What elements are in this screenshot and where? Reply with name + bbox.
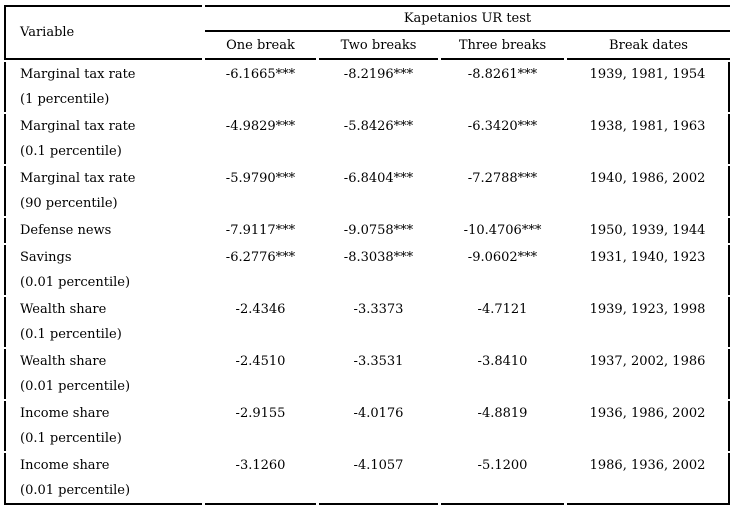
three-breaks-value: -8.8261***	[467, 67, 538, 82]
three-breaks-value: -10.4706***	[463, 223, 542, 238]
break-dates-value: 1931, 1940, 1923	[567, 245, 730, 295]
variable-note: (0.01 percentile)	[20, 379, 131, 394]
one-break-value: -5.9790***	[225, 171, 296, 186]
table-row: Marginal tax rate (0.1 percentile) -4.98…	[4, 114, 730, 164]
variable-note: (90 percentile)	[20, 196, 118, 211]
table-row: Defense news -7.9117*** -9.0758*** -10.4…	[4, 218, 730, 243]
table-row: Marginal tax rate (90 percentile) -5.979…	[4, 166, 730, 216]
three-breaks-value: -4.8819	[477, 406, 528, 421]
three-breaks-value: -3.8410	[477, 354, 528, 369]
one-break-value: -2.4510	[235, 354, 286, 369]
one-break-value: -7.9117***	[225, 223, 296, 238]
variable-name: Wealth share	[20, 354, 107, 369]
variable-cell: Wealth share (0.1 percentile)	[4, 297, 202, 347]
one-break-value: -4.9829***	[225, 119, 296, 134]
variable-name: Savings	[20, 250, 72, 265]
variable-cell: Income share (0.01 percentile)	[4, 453, 202, 505]
variable-name: Wealth share	[20, 302, 107, 317]
variable-cell: Marginal tax rate (1 percentile)	[4, 62, 202, 112]
column-header-two-breaks: Two breaks	[319, 34, 438, 60]
table-row: Income share (0.1 percentile) -2.9155 -4…	[4, 401, 730, 451]
three-breaks-value: -7.2788***	[467, 171, 538, 186]
column-header-break-dates: Break dates	[567, 34, 730, 60]
variable-cell: Wealth share (0.01 percentile)	[4, 349, 202, 399]
table-row: Wealth share (0.01 percentile) -2.4510 -…	[4, 349, 730, 399]
header-row-columns: One break Two breaks Three breaks Break …	[4, 34, 730, 60]
break-dates-value: 1940, 1986, 2002	[567, 166, 730, 216]
variable-note: (0.1 percentile)	[20, 431, 122, 446]
two-breaks-value: -4.1057	[319, 453, 438, 505]
variable-note: (0.01 percentile)	[20, 275, 131, 290]
three-breaks-value: -4.7121	[477, 302, 528, 317]
break-dates-value: 1937, 2002, 1986	[567, 349, 730, 399]
one-break-value: -2.4346	[235, 302, 286, 317]
break-dates-value: 1939, 1981, 1954	[567, 62, 730, 112]
one-break-value: -3.1260	[205, 453, 316, 505]
break-dates-value: 1939, 1923, 1998	[567, 297, 730, 347]
break-dates-value: 1938, 1981, 1963	[567, 114, 730, 164]
table-row: Income share (0.01 percentile) -3.1260 -…	[4, 453, 730, 505]
two-breaks-value: -9.0758***	[343, 223, 414, 238]
two-breaks-value: -6.8404***	[343, 171, 414, 186]
variable-note: (0.1 percentile)	[20, 327, 122, 342]
column-header-variable: Variable	[4, 5, 202, 60]
table-row: Savings (0.01 percentile) -6.2776*** -8.…	[4, 245, 730, 295]
column-header-one-break: One break	[205, 34, 316, 60]
header-row-group: Variable Kapetanios UR test	[4, 5, 730, 60]
variable-cell: Marginal tax rate (0.1 percentile)	[4, 114, 202, 164]
variable-cell: Savings (0.01 percentile)	[4, 245, 202, 295]
break-dates-value: 1986, 1936, 2002	[567, 453, 730, 505]
two-breaks-value: -8.3038***	[343, 250, 414, 265]
break-dates-value: 1936, 1986, 2002	[567, 401, 730, 451]
two-breaks-value: -5.8426***	[343, 119, 414, 134]
kapetanios-ur-test-table: Variable Kapetanios UR test One break Tw…	[1, 3, 732, 507]
two-breaks-value: -3.3531	[353, 354, 404, 369]
three-breaks-value: -9.0602***	[467, 250, 538, 265]
three-breaks-value: -6.3420***	[467, 119, 538, 134]
page: Variable Kapetanios UR test One break Tw…	[4, 5, 730, 505]
table-row: Wealth share (0.1 percentile) -2.4346 -3…	[4, 297, 730, 347]
variable-name: Marginal tax rate	[20, 67, 136, 82]
variable-name: Marginal tax rate	[20, 171, 136, 186]
break-dates-value: 1950, 1939, 1944	[567, 218, 730, 243]
variable-cell: Income share (0.1 percentile)	[4, 401, 202, 451]
table-row: Marginal tax rate (1 percentile) -6.1665…	[4, 62, 730, 112]
one-break-value: -6.1665***	[225, 67, 296, 82]
variable-name: Income share	[20, 458, 110, 473]
one-break-value: -2.9155	[235, 406, 286, 421]
variable-cell: Defense news	[4, 218, 202, 243]
variable-cell: Marginal tax rate (90 percentile)	[4, 166, 202, 216]
variable-note: (0.1 percentile)	[20, 144, 122, 159]
variable-name: Defense news	[20, 223, 112, 238]
two-breaks-value: -4.0176	[353, 406, 404, 421]
column-header-three-breaks: Three breaks	[441, 34, 564, 60]
one-break-value: -6.2776***	[225, 250, 296, 265]
variable-name: Marginal tax rate	[20, 119, 136, 134]
two-breaks-value: -3.3373	[353, 302, 404, 317]
variable-note: (0.01 percentile)	[20, 483, 131, 498]
three-breaks-value: -5.1200	[441, 453, 564, 505]
variable-name: Income share	[20, 406, 110, 421]
group-header-kapetanios-ur-test: Kapetanios UR test	[205, 5, 730, 32]
two-breaks-value: -8.2196***	[343, 67, 414, 82]
variable-note: (1 percentile)	[20, 92, 110, 107]
